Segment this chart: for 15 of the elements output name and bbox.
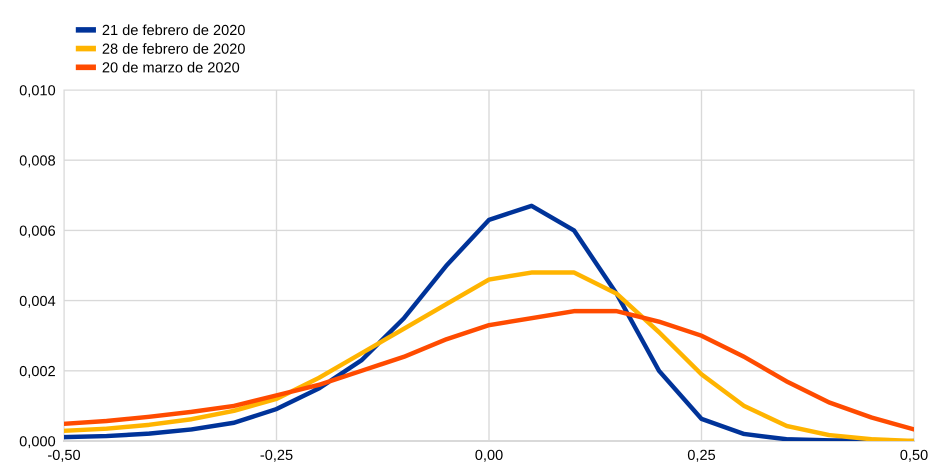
legend-label: 28 de febrero de 2020 <box>102 43 245 54</box>
x-tick-label: 0,25 <box>688 450 716 462</box>
x-tick-label: -0,25 <box>260 450 293 462</box>
x-tick-label: 0,50 <box>900 450 928 462</box>
x-tick-label: -0,50 <box>48 450 80 462</box>
line-series <box>64 308 914 432</box>
y-tick-label: 0,008 <box>20 155 56 168</box>
y-tick-label: 0,002 <box>20 366 55 378</box>
legend-label: 21 de febrero de 2020 <box>102 24 245 36</box>
legend-label: 20 de marzo de 2020 <box>102 62 240 73</box>
x-tick-label: 0,00 <box>475 450 503 462</box>
y-tick-label: 0,004 <box>20 296 56 308</box>
y-tick-label: 0,000 <box>20 436 56 448</box>
y-tick-label: 0,010 <box>20 85 56 98</box>
y-tick-label: 0,006 <box>20 226 56 238</box>
